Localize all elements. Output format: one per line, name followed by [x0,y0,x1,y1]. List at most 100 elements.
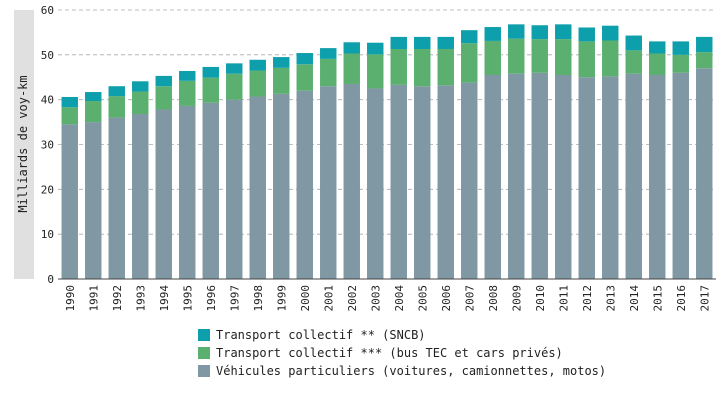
bar-cars-2009 [508,73,525,279]
bar-bus-2015 [649,53,666,76]
x-tick-label: 1994 [158,285,171,312]
bar-bus-1994 [155,86,172,110]
x-tick-label: 2001 [322,285,335,312]
bar-bus-1996 [202,77,219,103]
bar-bus-1993 [132,91,149,115]
bar-cars-2010 [531,72,548,280]
ylabel-band [14,10,34,279]
bar-sncb-1999 [273,57,290,68]
bar-sncb-2012 [578,27,595,42]
x-tick-label: 1990 [64,285,77,312]
bar-bus-2009 [508,38,525,74]
bar-sncb-1996 [202,66,219,78]
bar-sncb-1997 [226,63,243,74]
bar-cars-2001 [320,86,337,279]
bar-cars-1990 [61,124,78,279]
x-tick-label: 1991 [87,285,100,312]
bar-bus-2016 [672,54,689,73]
bar-cars-1997 [226,99,243,280]
bar-cars-2008 [484,75,501,279]
bar-sncb-2013 [602,25,619,41]
x-tick-label: 2011 [557,285,570,312]
bar-cars-2005 [414,86,431,279]
x-tick-label: 2008 [487,285,500,312]
bar-cars-2017 [696,68,713,280]
bar-sncb-1995 [179,70,196,81]
legend-label-cars: Véhicules particuliers (voitures, camion… [216,364,607,378]
bar-sncb-2008 [484,27,501,41]
x-tick-label: 1997 [228,285,241,312]
bar-sncb-1990 [61,96,78,108]
bar-bus-2011 [555,39,572,76]
bar-bus-2001 [320,58,337,87]
x-tick-label: 2004 [393,285,406,312]
bar-sncb-2014 [625,35,642,51]
bar-bus-2007 [461,43,478,83]
bar-sncb-2015 [649,41,666,54]
x-tick-label: 2006 [440,285,453,312]
x-tick-label: 2013 [604,285,617,312]
bar-cars-2000 [296,90,313,279]
bar-bus-1991 [85,101,102,123]
bar-cars-2016 [672,72,689,280]
x-tick-label: 2014 [628,285,641,312]
x-tick-label: 2009 [510,285,523,312]
bar-sncb-2016 [672,41,689,55]
bar-bus-1992 [108,96,125,118]
bar-sncb-2003 [367,42,384,55]
legend-swatch-cars [198,365,210,377]
x-tick-label: 2015 [651,285,664,312]
bar-bus-2004 [390,49,407,85]
bar-bus-2010 [531,39,548,73]
x-tick-label: 1992 [111,285,124,312]
bar-sncb-2007 [461,30,478,44]
bar-cars-2004 [390,84,407,279]
y-tick-label: 50 [41,49,54,62]
x-tick-label: 2016 [675,285,688,312]
y-tick-label: 40 [41,94,54,107]
bar-cars-1999 [273,93,290,279]
x-tick-label: 2010 [534,285,547,312]
y-tick-labels: 0 10 20 30 40 50 60 [41,4,54,286]
bar-cars-1998 [249,96,266,279]
bar-sncb-2010 [531,25,548,40]
y-tick-label: 60 [41,4,54,17]
legend-swatch-sncb [198,329,210,341]
bar-cars-1993 [132,114,149,279]
x-tick-label: 2005 [416,285,429,312]
x-tick-label: 2000 [299,285,312,312]
bar-cars-2011 [555,75,572,279]
x-tick-label: 1996 [205,285,218,312]
legend-item-sncb: Transport collectif ** (SNCB) [198,326,606,344]
bar-cars-2006 [437,85,454,279]
bar-sncb-1998 [249,59,266,71]
legend-label-bus: Transport collectif *** (bus TEC et cars… [216,346,563,360]
bar-cars-2015 [649,75,666,279]
legend-label-sncb: Transport collectif ** (SNCB) [216,328,426,342]
x-tick-label: 2017 [698,285,711,312]
y-axis-title: Milliards de voy-km [16,75,30,212]
bar-bus-2014 [625,50,642,74]
y-tick-label: 0 [47,273,54,286]
bar-sncb-1991 [85,92,102,102]
y-tick-label: 20 [41,183,54,196]
legend-item-bus: Transport collectif *** (bus TEC et cars… [198,344,606,362]
bar-sncb-2002 [343,42,360,54]
bar-cars-1994 [155,109,172,279]
bar-sncb-2009 [508,24,525,39]
bar-bus-2003 [367,54,384,89]
bar-bus-2006 [437,49,454,86]
bar-sncb-2006 [437,36,454,50]
bar-cars-1996 [202,102,219,280]
x-tick-label: 2007 [463,285,476,312]
x-tick-label: 2003 [369,285,382,312]
bar-sncb-2004 [390,36,407,50]
legend: Transport collectif ** (SNCB) Transport … [198,326,606,380]
bar-cars-1992 [108,117,125,279]
bar-bus-1998 [249,70,266,97]
bar-bus-1995 [179,80,196,106]
bar-sncb-1993 [132,81,149,92]
bars [61,24,713,280]
bar-sncb-1994 [155,75,172,87]
x-tick-label: 1993 [134,285,147,312]
